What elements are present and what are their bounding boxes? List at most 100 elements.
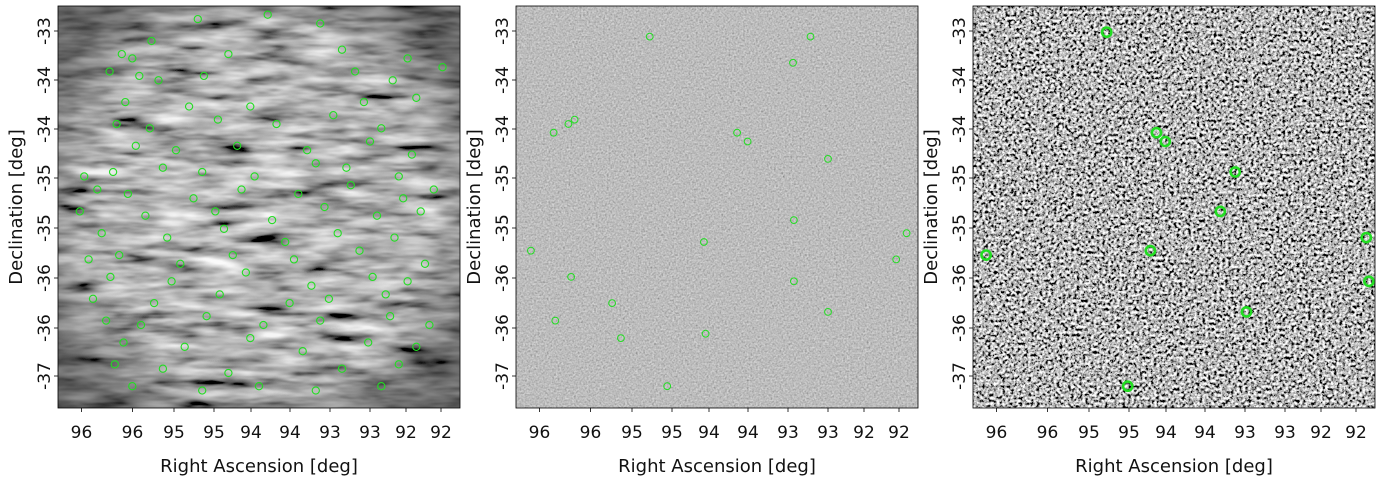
marker-point xyxy=(80,172,89,181)
marker-point xyxy=(298,347,307,356)
panel-1-x-ticks: 96 96 95 95 94 94 93 93 92 92 xyxy=(71,408,452,443)
y-tick-label: -37 xyxy=(493,362,513,390)
marker-point xyxy=(806,32,815,41)
marker-point xyxy=(88,294,98,303)
x-tick-label: 96 xyxy=(580,423,602,443)
marker-point xyxy=(337,364,347,373)
marker-point xyxy=(700,238,708,246)
marker-point xyxy=(324,294,334,303)
marker-point xyxy=(564,120,573,128)
marker-point xyxy=(1229,166,1242,178)
marker-point xyxy=(824,308,832,316)
x-tick-label: 95 xyxy=(661,423,683,443)
marker-point xyxy=(663,382,672,391)
marker-point xyxy=(136,320,146,330)
marker-point xyxy=(84,255,93,264)
marker-point xyxy=(117,49,126,59)
marker-point xyxy=(892,255,901,264)
panel-3-image xyxy=(973,6,1375,408)
marker-point xyxy=(219,224,229,233)
marker-point xyxy=(224,368,233,378)
y-tick-label: -36 xyxy=(950,314,970,342)
y-tick-label: -36 xyxy=(35,314,55,342)
marker-point xyxy=(346,181,355,190)
marker-point xyxy=(355,246,364,255)
marker-point xyxy=(570,115,579,124)
y-tick-label: -34 xyxy=(493,66,513,94)
marker-point xyxy=(333,229,342,238)
x-tick-label: 95 xyxy=(1078,423,1100,443)
marker-point xyxy=(289,255,299,264)
panel-1-y-ticks: -33 -34 -34 -35 -35 -36 -36 -37 xyxy=(35,17,58,390)
marker-point xyxy=(158,364,168,373)
marker-point xyxy=(551,316,560,325)
marker-point xyxy=(1159,135,1172,148)
marker-point xyxy=(1360,231,1373,244)
panel-3-xlabel: Right Ascension [deg] xyxy=(1075,456,1273,477)
marker-point xyxy=(198,386,207,395)
marker-point xyxy=(272,119,281,129)
marker-point xyxy=(980,249,992,261)
panel-3-markers xyxy=(980,26,1375,393)
marker-point xyxy=(527,246,535,255)
marker-point xyxy=(416,207,425,216)
marker-point xyxy=(403,277,412,286)
marker-point xyxy=(342,163,351,172)
marker-point xyxy=(337,45,347,54)
marker-point xyxy=(425,320,434,330)
marker-point xyxy=(246,333,255,343)
marker-point xyxy=(237,185,246,194)
marker-point xyxy=(316,19,325,28)
marker-point xyxy=(420,259,430,268)
y-tick-label: -33 xyxy=(493,17,513,45)
marker-point xyxy=(167,277,176,286)
marker-point xyxy=(128,54,137,63)
y-tick-label: -35 xyxy=(35,164,55,192)
marker-point xyxy=(359,97,369,107)
marker-point xyxy=(1144,244,1157,257)
x-tick-label: 96 xyxy=(986,423,1008,443)
marker-point xyxy=(119,338,128,347)
marker-point xyxy=(121,97,130,107)
x-tick-label: 93 xyxy=(1274,423,1296,443)
marker-point xyxy=(394,360,403,369)
marker-point xyxy=(128,382,137,391)
x-tick-label: 94 xyxy=(1155,423,1177,443)
marker-point xyxy=(645,32,654,41)
marker-point xyxy=(263,10,272,19)
panel-2-ylabel: Declination [deg] xyxy=(464,129,485,284)
y-tick-label: -37 xyxy=(950,362,970,390)
x-tick-label: 93 xyxy=(1234,423,1256,443)
panel-1: 96 96 95 95 94 94 93 93 92 92 -33-34-34-35-35-36-… xyxy=(6,5,461,477)
y-tick-label: -34 xyxy=(35,115,55,143)
y-tick-label: -36 xyxy=(950,264,970,292)
marker-point xyxy=(1100,26,1113,39)
marker-point xyxy=(110,360,119,369)
marker-point xyxy=(189,194,198,203)
x-tick-label: 92 xyxy=(395,423,417,443)
marker-point xyxy=(93,185,102,194)
panel-3-y-ticks: -33 -34 -34 -35 -35 -36 -36 -37 xyxy=(950,17,973,390)
marker-point xyxy=(1240,305,1253,318)
marker-point xyxy=(365,137,375,146)
marker-point xyxy=(381,290,390,299)
marker-point xyxy=(407,150,417,159)
marker-point xyxy=(106,272,115,282)
marker-point xyxy=(108,167,118,177)
marker-point xyxy=(1150,126,1163,139)
marker-point xyxy=(215,290,224,299)
marker-point xyxy=(549,128,558,137)
marker-point xyxy=(180,342,189,351)
panel-3: 96 96 95 95 94 94 93 93 92 92 -33-34-34-35-35-36-… xyxy=(921,5,1376,477)
panel-2-xlabel: Right Ascension [deg] xyxy=(618,456,816,477)
marker-point xyxy=(211,207,220,216)
marker-point xyxy=(790,216,798,225)
marker-point xyxy=(377,124,386,133)
marker-point xyxy=(302,146,312,155)
marker-point xyxy=(294,189,303,199)
marker-point xyxy=(1121,380,1134,393)
x-tick-label: 94 xyxy=(1194,423,1216,443)
marker-point xyxy=(199,71,209,81)
panel-1-vignette xyxy=(58,6,460,408)
